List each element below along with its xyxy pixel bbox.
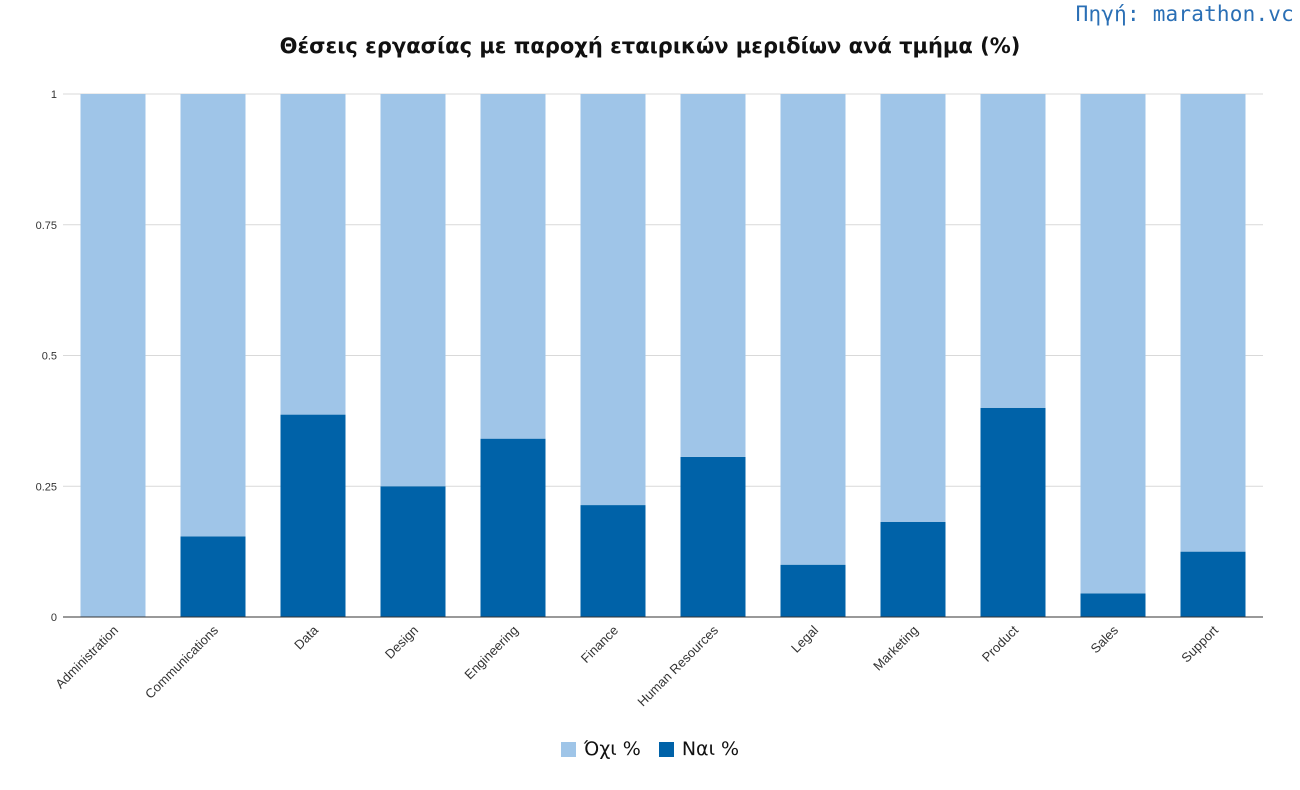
bar-yes [680,456,746,617]
x-tick-label: Communications [142,622,221,701]
bar-yes [180,536,246,617]
bar-no [680,94,746,457]
bar-yes [480,438,546,617]
x-tick-label: Product [979,622,1022,665]
y-tick-label: 0 [51,612,57,624]
bar-no [1180,94,1246,552]
x-tick-label: Marketing [870,623,921,674]
x-tick-label: Administration [52,623,121,692]
legend-label-no: Όχι % [583,738,641,760]
bar-yes [380,486,446,617]
y-tick-label: 1 [51,89,57,101]
x-tick-label: Support [1178,622,1221,665]
y-tick-label: 0.5 [42,351,57,363]
bar-yes [1180,551,1246,617]
bar-no [1080,94,1146,594]
bar-no [280,94,346,415]
x-tick-label: Engineering [461,623,521,683]
bar-no [980,94,1046,408]
bar-no [380,94,446,487]
chart-title: Θέσεις εργασίας με παροχή εταιρικών μερι… [279,34,1021,58]
bar-no [780,94,846,565]
y-tick-label: 0.75 [36,220,57,232]
x-tick-label: Design [382,623,421,662]
legend-item-yes: Ναι % [658,738,740,760]
bars [80,94,1246,617]
bar-yes [280,414,346,617]
bar-yes [880,521,946,617]
legend: Όχι % Ναι % [0,738,1300,760]
bar-no [80,94,146,617]
bar-no [480,94,546,439]
grid-lines [63,93,1263,487]
x-tick-label: Legal [788,622,821,655]
x-tick-label: Human Resources [634,622,721,709]
bar-no [180,94,246,537]
legend-item-no: Όχι % [560,738,641,760]
y-tick-label: 0.25 [36,481,57,493]
x-tick-label: Data [291,622,322,653]
chart-plot: 0 0.25 0.5 0.75 1 Administration Communication… [36,89,1263,709]
x-tick-label: Finance [578,623,621,666]
legend-label-yes: Ναι % [681,738,740,760]
bar-yes [980,407,1046,617]
legend-swatch-yes [658,741,674,757]
x-tick-label: Sales [1088,622,1122,656]
bar-yes [780,564,846,617]
source-label: Πηγή: marathon.vc [1075,2,1294,26]
bar-yes [580,505,646,617]
legend-swatch-no [560,741,576,757]
bar-yes [1080,593,1146,617]
bar-no [580,94,646,506]
bar-no [880,94,946,522]
